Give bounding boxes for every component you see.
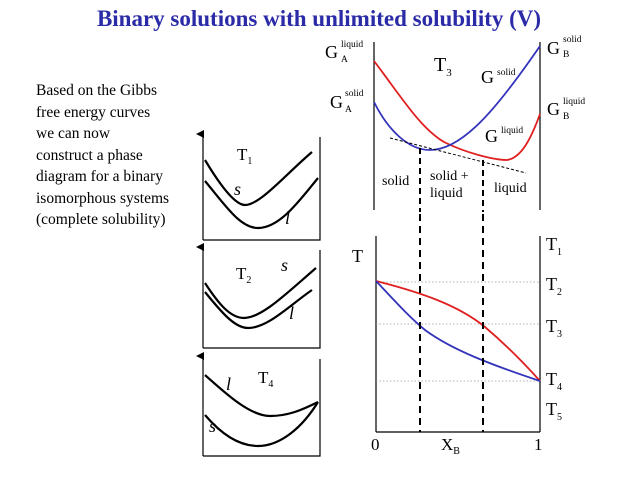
panel-t4-s-label: s	[209, 416, 216, 436]
liquidus-curve	[375, 280, 541, 382]
panel-t4-l-label: l	[226, 374, 231, 394]
intro-line: Based on the Gibbs	[36, 82, 157, 99]
phase-y-label: T	[352, 246, 363, 266]
ga-solid-label: G	[330, 92, 343, 112]
panel-t1-temp-label: T1	[237, 145, 252, 167]
temp-label-t1: T1	[546, 234, 562, 258]
ga-solid-sup: solid	[345, 89, 364, 99]
intro-line: we can now	[36, 125, 111, 142]
gibbs-liquid-curve	[373, 60, 541, 161]
temp-label-t2: T2	[546, 274, 562, 298]
gibbs-panel-t2: T2 s l	[196, 243, 321, 349]
intro-text: Based on the Gibbs free energy curves we…	[36, 80, 216, 231]
phase-x-min-label: 0	[371, 435, 380, 454]
intro-line: (complete solubility)	[36, 211, 166, 228]
panel-t1-frame	[203, 137, 321, 241]
g-solid-sup: solid	[497, 68, 516, 78]
phase-x-label: XB	[441, 435, 460, 457]
gb-liquid-label: G	[547, 99, 560, 119]
panel-t4-liquid-curve	[204, 374, 319, 418]
ga-liquid-sub: A	[341, 55, 348, 65]
ga-liquid-sup: liquid	[341, 40, 363, 50]
temp-t3-label: T3	[434, 54, 452, 79]
temp-label-t3: T3	[546, 316, 562, 340]
panel-t2-frame	[203, 250, 321, 349]
gb-liquid-sub: B	[563, 112, 569, 122]
region-two-phase-line1: solid +	[430, 169, 469, 184]
intro-line: diagram for a binary	[36, 168, 163, 185]
panel-t1-l-label: l	[285, 208, 290, 228]
slide-title: Binary solutions with unlimited solubili…	[96, 6, 542, 31]
panel-t2-l-label: l	[289, 303, 294, 323]
gb-solid-sup: solid	[563, 35, 582, 45]
region-solid-label: solid	[382, 174, 409, 189]
intro-line: free energy curves	[36, 103, 151, 121]
solidus-curve	[375, 280, 541, 382]
g-solid-label: G	[481, 67, 494, 87]
common-tangent-line	[389, 137, 527, 174]
gibbs-panel-t1: T1 s l	[196, 130, 321, 241]
gibbs-panel-t4: T4 l s	[196, 352, 321, 457]
phase-x-max-label: 1	[534, 435, 543, 454]
gibbs-plot-t3: T3 G liquid A G solid A G solid B G liqu…	[325, 35, 585, 212]
panel-t1-s-label: s	[234, 179, 241, 199]
gb-solid-label: G	[547, 38, 560, 58]
intro-line: isomorphous systems	[36, 189, 170, 207]
temp-label-t5: T5	[546, 399, 562, 423]
panel-t2-temp-label: T2	[236, 264, 251, 286]
phase-diagram: T 0 1 XB T1 T2 T3 T4 T5	[352, 214, 562, 457]
panel-t4-temp-label: T4	[258, 368, 273, 390]
panel-t2-s-label: s	[281, 255, 288, 275]
panel-t4-frame	[203, 359, 321, 457]
panel-t1-liquid-curve	[204, 177, 319, 230]
panel-t2-liquid-curve	[204, 289, 313, 330]
intro-line: construct a phase	[36, 146, 143, 164]
panel-t2-solid-curve	[204, 267, 317, 320]
panel-t1-solid-curve	[204, 151, 313, 207]
g-liquid-label: G	[485, 126, 498, 146]
ga-liquid-label: G	[325, 42, 338, 62]
panel-t4-solid-curve	[204, 401, 319, 448]
region-liquid-label: liquid	[494, 181, 527, 196]
ga-solid-sub: A	[345, 105, 352, 115]
region-two-phase-line2: liquid	[430, 186, 463, 201]
temp-label-t4: T4	[546, 369, 562, 393]
g-liquid-sup: liquid	[501, 126, 523, 136]
gb-solid-sub: B	[563, 50, 569, 60]
gb-liquid-sup: liquid	[563, 97, 585, 107]
